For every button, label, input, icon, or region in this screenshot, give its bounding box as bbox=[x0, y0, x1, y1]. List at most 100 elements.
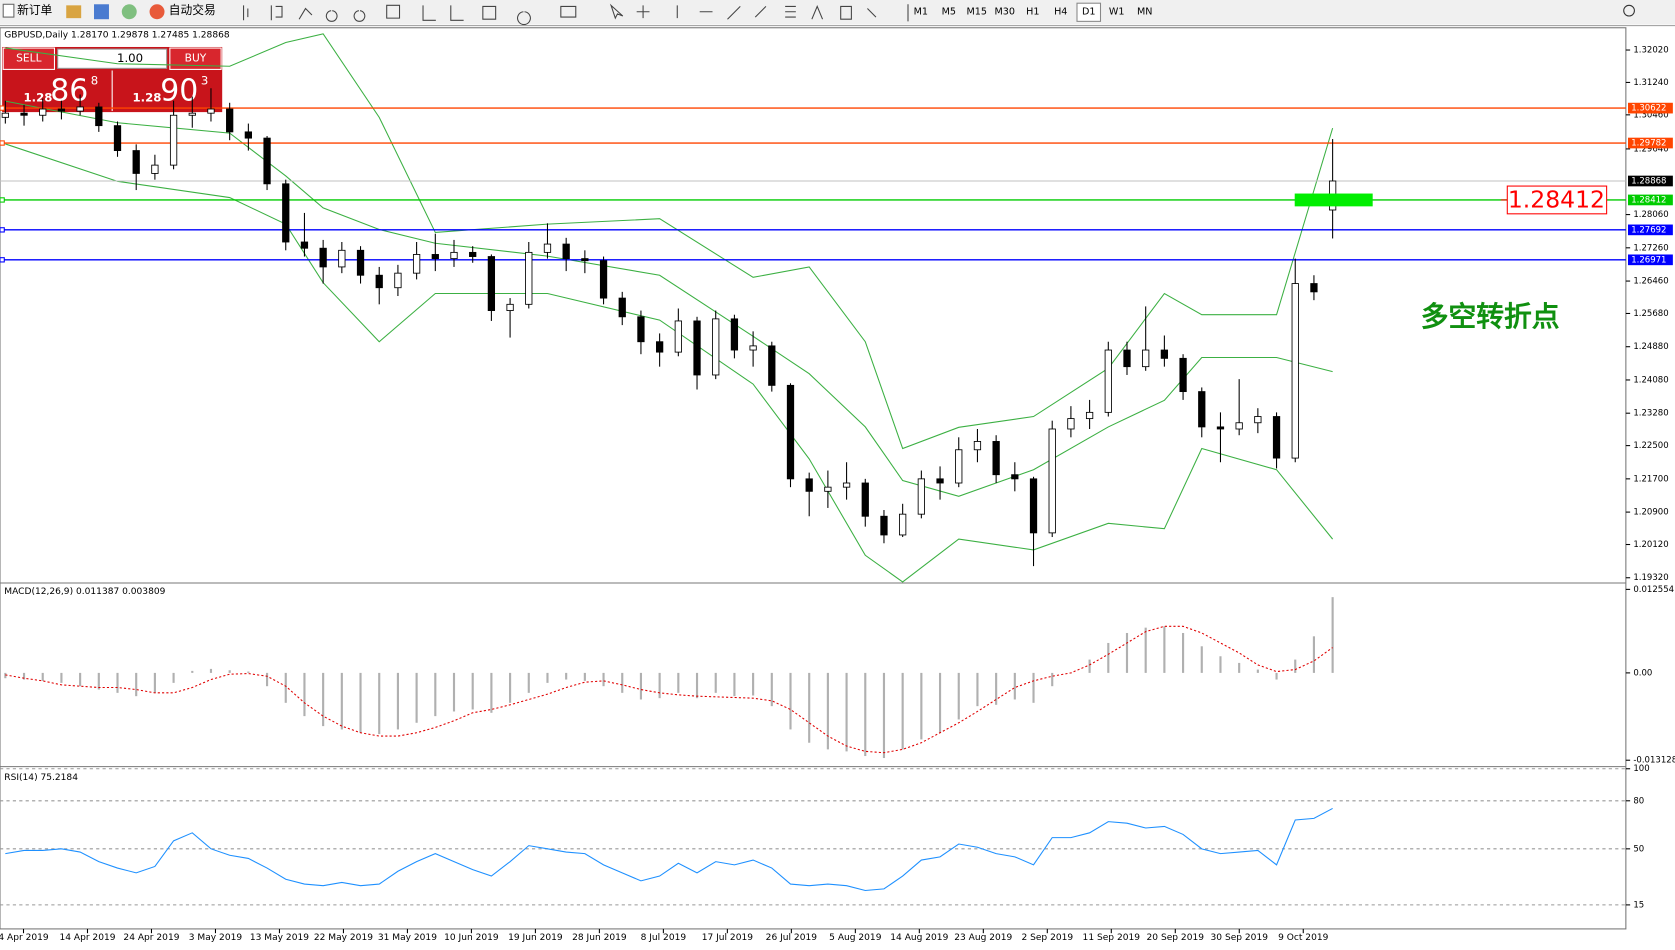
candle-body bbox=[188, 112, 196, 116]
macd-bar bbox=[378, 672, 381, 735]
candle-body bbox=[132, 150, 140, 174]
candle-body bbox=[992, 441, 1000, 476]
timeframe[interactable]: W1 bbox=[1109, 7, 1125, 18]
timeframe[interactable]: H1 bbox=[1026, 7, 1039, 18]
icon[interactable] bbox=[121, 4, 137, 20]
new-order[interactable]: 新订单 bbox=[17, 3, 52, 17]
candle-body bbox=[1198, 391, 1206, 428]
timeframe[interactable]: M1 bbox=[914, 7, 928, 18]
x-tick-label: 8 Jul 2019 bbox=[641, 933, 687, 943]
candle-body bbox=[1272, 416, 1281, 459]
macd-bar bbox=[845, 672, 848, 752]
candle-body bbox=[824, 486, 832, 492]
y-tick-label: 0.012554 bbox=[1633, 585, 1674, 595]
level-label: 1.29782 bbox=[1631, 139, 1666, 149]
macd-bar bbox=[1163, 626, 1166, 673]
macd-bar bbox=[882, 672, 886, 759]
level-label-box bbox=[1627, 254, 1673, 266]
buy-label[interactable]: BUY bbox=[185, 52, 207, 65]
buy-button[interactable] bbox=[169, 47, 222, 70]
sell-price-main[interactable]: 86 bbox=[50, 73, 88, 108]
auto-trade-icon[interactable] bbox=[149, 4, 165, 20]
buy-price-big[interactable]: 1.28 bbox=[132, 91, 161, 105]
macd-bar bbox=[265, 672, 269, 687]
candle-body bbox=[1085, 411, 1094, 420]
candle-body bbox=[450, 251, 458, 260]
timeframe[interactable]: MN bbox=[1137, 7, 1152, 18]
x-tick-label: 20 Sep 2019 bbox=[1147, 933, 1205, 943]
macd-bar bbox=[22, 672, 26, 680]
trade-panel: SELL 1.00 BUY 1.28 86 8 1.28 90 3 bbox=[2, 46, 223, 113]
macd-bar bbox=[1051, 672, 1054, 687]
timeframe[interactable]: M5 bbox=[942, 7, 956, 18]
level-marker bbox=[0, 140, 5, 146]
timeframe[interactable]: H4 bbox=[1054, 7, 1067, 18]
macd-bar bbox=[116, 672, 119, 693]
candle-body bbox=[39, 108, 47, 116]
macd-bar bbox=[209, 668, 213, 673]
lot-value[interactable]: 1.00 bbox=[117, 51, 143, 65]
macd-bar bbox=[938, 672, 942, 733]
candle-body bbox=[1067, 418, 1075, 430]
macd-bar bbox=[247, 671, 250, 673]
lot-input[interactable] bbox=[57, 48, 168, 69]
y-tick-label: 1.22500 bbox=[1633, 441, 1668, 451]
auto-trade[interactable]: 自动交易 bbox=[169, 3, 216, 17]
macd-bar bbox=[340, 672, 343, 730]
macd-bar bbox=[97, 672, 100, 690]
buy-price-sup[interactable]: 3 bbox=[201, 74, 208, 88]
toolbar-icons[interactable] bbox=[243, 3, 909, 25]
candle-body bbox=[917, 478, 925, 515]
bollinger-band bbox=[5, 33, 1334, 450]
y-tick-label: 1.31240 bbox=[1633, 78, 1668, 88]
candle-body bbox=[637, 316, 645, 343]
macd-bar bbox=[770, 672, 773, 707]
macd-bar bbox=[639, 672, 643, 700]
macd-bar bbox=[41, 672, 44, 681]
sell-price-big[interactable]: 1.28 bbox=[24, 91, 53, 105]
macd-bar bbox=[826, 672, 829, 750]
candle-body bbox=[805, 478, 813, 492]
timeframe[interactable]: M15 bbox=[967, 7, 988, 18]
candle-body bbox=[1123, 349, 1131, 368]
macd-bar bbox=[621, 672, 624, 693]
candle-body bbox=[319, 247, 327, 268]
timeframe[interactable]: M30 bbox=[995, 7, 1016, 18]
candle-body bbox=[1, 112, 9, 118]
candle-body bbox=[973, 441, 982, 451]
sell-price-sup[interactable]: 8 bbox=[91, 74, 98, 88]
timeframe[interactable]: D1 bbox=[1082, 7, 1096, 18]
macd-bar bbox=[1294, 659, 1297, 673]
x-tick-label: 9 Oct 2019 bbox=[1278, 933, 1329, 943]
icon[interactable] bbox=[94, 4, 109, 20]
search-icon[interactable] bbox=[1623, 4, 1635, 17]
y-tick-label: 0.00 bbox=[1633, 668, 1652, 678]
candle-body bbox=[1179, 357, 1187, 393]
candle-body bbox=[57, 108, 66, 112]
y-tick-label: 1.26460 bbox=[1633, 277, 1668, 287]
macd-bar bbox=[695, 672, 699, 699]
macd-bar bbox=[1182, 632, 1185, 673]
candle-body bbox=[244, 131, 252, 139]
macd-bar bbox=[1088, 659, 1091, 673]
macd-bar bbox=[509, 672, 512, 703]
macd-bar bbox=[415, 672, 418, 723]
candle-body bbox=[76, 106, 84, 112]
macd-bar bbox=[1144, 627, 1147, 673]
candle-body bbox=[749, 345, 757, 351]
macd-bar bbox=[1312, 636, 1316, 673]
x-tick-label: 5 Aug 2019 bbox=[829, 933, 882, 943]
macd-bar bbox=[920, 672, 923, 740]
sell-label[interactable]: SELL bbox=[16, 52, 41, 65]
macd-bar bbox=[957, 672, 960, 720]
candle-body bbox=[525, 251, 533, 305]
candle-body bbox=[861, 482, 869, 517]
macd-bar bbox=[1256, 669, 1259, 673]
new-order-icon[interactable] bbox=[2, 3, 15, 18]
macd-bar bbox=[733, 672, 736, 697]
level-label: 1.27692 bbox=[1631, 225, 1666, 235]
macd-bar bbox=[1032, 672, 1035, 703]
bollinger-band bbox=[5, 143, 1334, 583]
icon[interactable] bbox=[66, 5, 82, 19]
macd-bar bbox=[789, 672, 792, 730]
